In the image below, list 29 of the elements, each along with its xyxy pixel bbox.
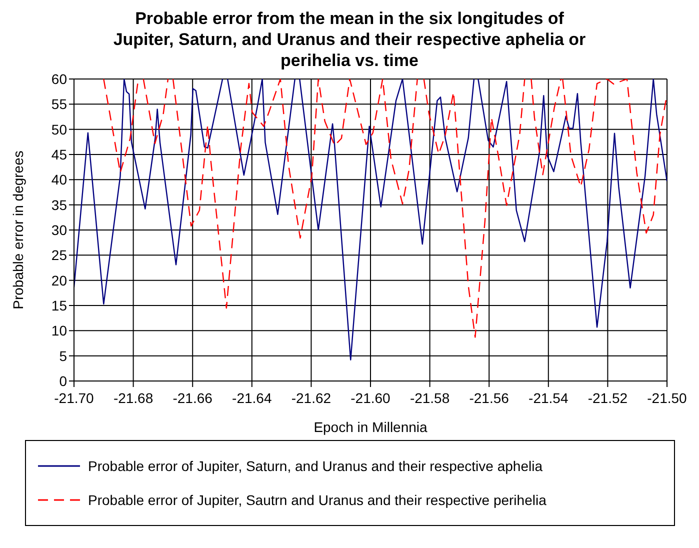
y-tick-label: 35 xyxy=(51,196,68,213)
x-tick-label: -21.56 xyxy=(469,390,510,406)
y-tick-label: 10 xyxy=(51,322,68,339)
y-tick-label: 40 xyxy=(51,172,68,188)
x-tick-label: -21.66 xyxy=(172,390,213,406)
y-tick-label: 5 xyxy=(59,348,68,364)
y-tick-label: 0 xyxy=(59,372,68,389)
y-tick-label: 55 xyxy=(51,96,68,112)
x-tick-label: -21.70 xyxy=(54,390,94,406)
x-tick-label: -21.60 xyxy=(350,390,391,406)
y-tick-label: 30 xyxy=(51,222,68,238)
y-tick-label: 25 xyxy=(51,247,68,264)
y-tick-label: 20 xyxy=(51,272,68,288)
y-tick-label: 45 xyxy=(51,146,68,162)
y-tick-label: 50 xyxy=(51,121,68,138)
x-axis-title: Epoch in Millennia xyxy=(314,419,428,435)
legend-label: Probable error of Jupiter, Sautrn and Uranus and their respective perihelia xyxy=(88,492,546,508)
y-tick-label: 15 xyxy=(51,297,68,314)
x-tick-label: -21.52 xyxy=(588,390,628,406)
x-tick-label: -21.68 xyxy=(113,390,154,406)
x-tick-label: -21.54 xyxy=(528,390,568,406)
chart-title: Probable error from the mean in the six longitudes of Jupiter, Saturn, and Uranus and their respective aphelia or perihelia vs. time xyxy=(112,8,587,71)
x-tick-label: -21.62 xyxy=(291,390,332,406)
y-tick-label: 60 xyxy=(51,70,68,87)
x-tick-label: -21.50 xyxy=(647,390,688,406)
y-axis-title: Probable error in degrees xyxy=(10,150,26,310)
x-tick-label: -21.64 xyxy=(232,390,272,406)
legend-label: Probable error of Jupiter, Saturn, and Uranus and their respective aphelia xyxy=(88,458,542,474)
x-tick-label: -21.58 xyxy=(410,390,450,406)
